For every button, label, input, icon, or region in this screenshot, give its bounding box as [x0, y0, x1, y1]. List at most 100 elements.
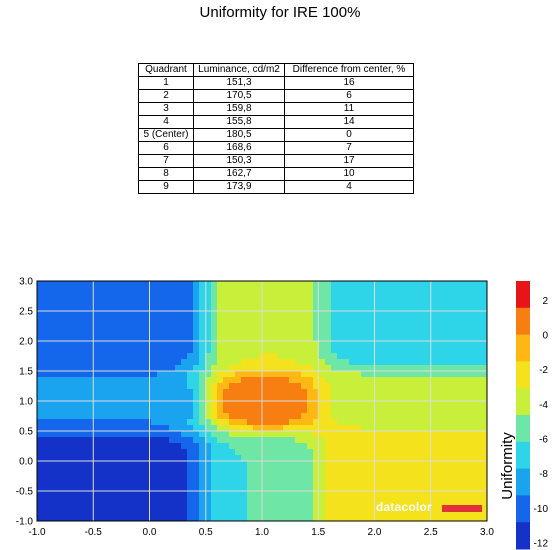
contour-cell	[265, 395, 271, 401]
contour-cell	[481, 311, 487, 317]
contour-cell	[235, 395, 241, 401]
contour-cell	[223, 347, 229, 353]
contour-cell	[55, 341, 61, 347]
contour-cell	[379, 311, 385, 317]
contour-cell	[103, 509, 109, 515]
contour-cell	[133, 383, 139, 389]
contour-cell	[139, 437, 145, 443]
contour-cell	[325, 491, 331, 497]
contour-cell	[73, 509, 79, 515]
contour-cell	[67, 353, 73, 359]
contour-cell	[331, 311, 337, 317]
contour-cell	[223, 305, 229, 311]
contour-cell	[157, 299, 163, 305]
contour-cell	[361, 293, 367, 299]
contour-cell	[217, 329, 223, 335]
contour-cell	[115, 401, 121, 407]
contour-cell	[373, 365, 379, 371]
contour-cell	[61, 455, 67, 461]
contour-cell	[199, 365, 205, 371]
contour-cell	[439, 395, 445, 401]
contour-cell	[253, 449, 259, 455]
contour-cell	[457, 401, 463, 407]
contour-cell	[313, 365, 319, 371]
contour-cell	[157, 497, 163, 503]
contour-cell	[283, 455, 289, 461]
contour-cell	[151, 437, 157, 443]
contour-cell	[91, 317, 97, 323]
contour-cell	[97, 293, 103, 299]
contour-cell	[445, 323, 451, 329]
contour-cell	[187, 515, 193, 521]
contour-cell	[121, 323, 127, 329]
contour-cell	[151, 401, 157, 407]
contour-cell	[145, 413, 151, 419]
contour-cell	[61, 383, 67, 389]
contour-cell	[151, 389, 157, 395]
x-tick-label: -0.5	[85, 527, 103, 538]
contour-cell	[427, 377, 433, 383]
contour-cell	[151, 365, 157, 371]
contour-cell	[265, 437, 271, 443]
contour-cell	[199, 467, 205, 473]
contour-cell	[391, 323, 397, 329]
contour-cell	[247, 341, 253, 347]
contour-cell	[103, 449, 109, 455]
contour-cell	[235, 437, 241, 443]
contour-cell	[91, 407, 97, 413]
contour-cell	[319, 491, 325, 497]
contour-cell	[475, 473, 481, 479]
contour-cell	[313, 287, 319, 293]
contour-cell	[325, 389, 331, 395]
contour-cell	[217, 377, 223, 383]
contour-cell	[463, 365, 469, 371]
contour-cell	[445, 515, 451, 521]
contour-cell	[397, 425, 403, 431]
contour-cell	[367, 407, 373, 413]
contour-cell	[169, 413, 175, 419]
contour-cell	[415, 323, 421, 329]
contour-cell	[337, 473, 343, 479]
contour-cell	[403, 467, 409, 473]
contour-cell	[73, 449, 79, 455]
contour-cell	[223, 413, 229, 419]
contour-cell	[421, 341, 427, 347]
contour-cell	[403, 449, 409, 455]
contour-cell	[391, 299, 397, 305]
contour-cell	[373, 389, 379, 395]
contour-cell	[457, 371, 463, 377]
contour-cell	[211, 299, 217, 305]
contour-cell	[37, 353, 43, 359]
contour-cell	[433, 419, 439, 425]
contour-cell	[115, 317, 121, 323]
contour-cell	[181, 467, 187, 473]
contour-cell	[157, 473, 163, 479]
contour-cell	[469, 461, 475, 467]
contour-cell	[223, 371, 229, 377]
contour-cell	[403, 407, 409, 413]
contour-cell	[289, 377, 295, 383]
contour-cell	[439, 311, 445, 317]
contour-cell	[415, 473, 421, 479]
contour-cell	[187, 341, 193, 347]
contour-cell	[475, 497, 481, 503]
x-tick-label: 0.0	[143, 527, 157, 538]
contour-cell	[97, 455, 103, 461]
contour-cell	[421, 329, 427, 335]
contour-cell	[379, 509, 385, 515]
contour-cell	[163, 311, 169, 317]
contour-cell	[253, 317, 259, 323]
contour-cell	[139, 323, 145, 329]
contour-cell	[301, 389, 307, 395]
colorbar-segment	[516, 361, 530, 389]
contour-cell	[235, 347, 241, 353]
contour-cell	[373, 431, 379, 437]
contour-cell	[325, 425, 331, 431]
contour-cell	[67, 479, 73, 485]
contour-cell	[391, 503, 397, 509]
contour-cell	[427, 401, 433, 407]
contour-cell	[211, 473, 217, 479]
contour-cell	[241, 299, 247, 305]
contour-cell	[175, 443, 181, 449]
contour-cell	[445, 317, 451, 323]
